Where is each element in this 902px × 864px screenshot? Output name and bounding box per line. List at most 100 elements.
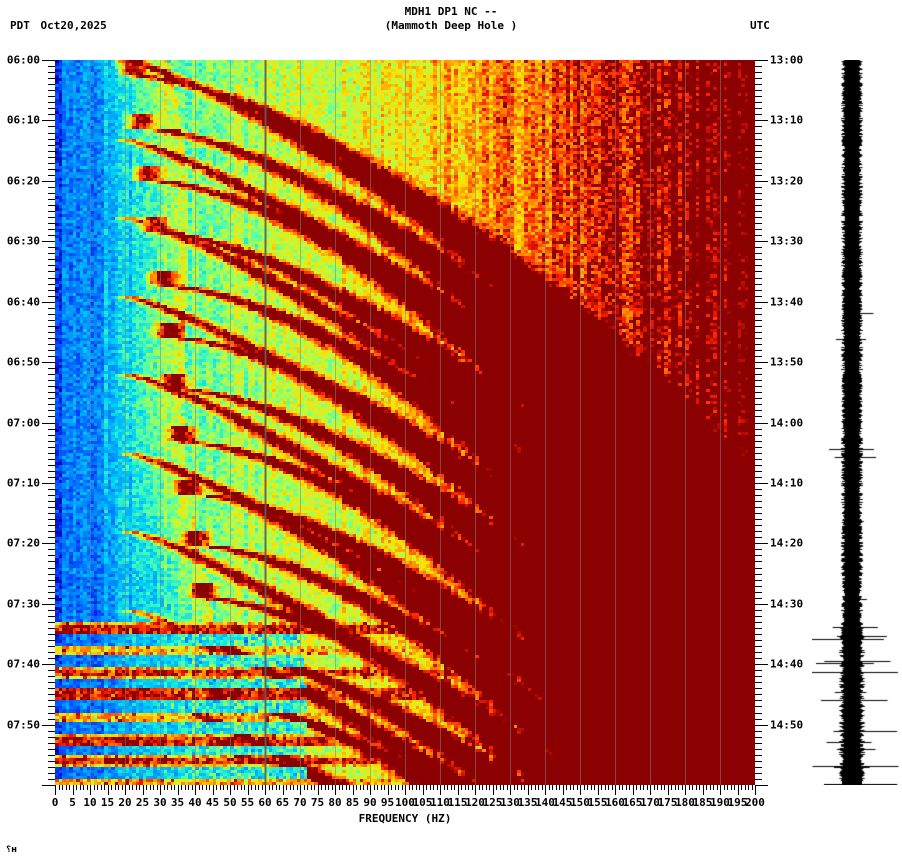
axis-tick bbox=[755, 640, 762, 641]
axis-tick bbox=[42, 362, 55, 364]
axis-tick bbox=[496, 785, 497, 790]
axis-tick bbox=[755, 325, 762, 327]
axis-tick bbox=[170, 785, 172, 790]
axis-tick bbox=[247, 785, 249, 795]
axis-tick bbox=[482, 785, 483, 790]
axis-tick bbox=[660, 785, 662, 790]
axis-tick bbox=[475, 785, 476, 795]
corner-glyph: ⸮ʜ bbox=[6, 845, 17, 855]
axis-tick bbox=[569, 785, 571, 790]
axis-tick bbox=[748, 785, 749, 790]
axis-tick bbox=[125, 785, 126, 795]
axis-tick bbox=[384, 785, 385, 790]
axis-tick bbox=[42, 120, 55, 122]
axis-tick bbox=[205, 785, 207, 790]
axis-tick bbox=[48, 428, 55, 430]
axis-tick bbox=[48, 597, 55, 599]
axis-tick-label: 40 bbox=[188, 796, 202, 809]
axis-tick bbox=[755, 694, 762, 696]
axis-tick-label: 155 bbox=[587, 796, 608, 809]
axis-tick bbox=[755, 362, 768, 364]
axis-tick bbox=[587, 785, 588, 790]
axis-tick bbox=[755, 162, 762, 164]
axis-tick bbox=[335, 785, 336, 795]
axis-tick-label: 100 bbox=[395, 796, 415, 809]
axis-tick bbox=[48, 66, 55, 68]
axis-tick-label: 35 bbox=[170, 796, 185, 809]
axis-tick bbox=[755, 488, 762, 490]
axis-tick bbox=[48, 398, 55, 400]
axis-tick bbox=[653, 785, 655, 790]
axis-tick bbox=[755, 60, 768, 61]
axis-tick bbox=[513, 785, 515, 790]
axis-tick bbox=[517, 785, 518, 790]
axis-tick bbox=[615, 785, 616, 795]
axis-tick bbox=[699, 785, 700, 790]
axis-tick bbox=[755, 271, 762, 273]
axis-tick bbox=[405, 785, 406, 795]
axis-tick bbox=[132, 785, 133, 790]
header-left: PDT Oct20,2025 bbox=[10, 19, 111, 32]
axis-tick bbox=[755, 350, 762, 351]
axis-tick bbox=[48, 591, 55, 593]
axis-tick bbox=[48, 440, 55, 442]
axis-tick bbox=[566, 785, 567, 790]
axis-tick bbox=[755, 778, 762, 780]
axis-tick bbox=[359, 785, 361, 790]
axis-tick bbox=[48, 537, 55, 539]
axis-tick bbox=[559, 785, 560, 790]
axis-tick bbox=[48, 670, 55, 672]
station-name-line: (Mammoth Deep Hole ) bbox=[384, 19, 518, 32]
axis-tick bbox=[48, 72, 55, 74]
axis-tick bbox=[338, 785, 340, 790]
axis-tick bbox=[755, 337, 762, 339]
axis-tick bbox=[713, 785, 714, 790]
axis-tick bbox=[755, 658, 762, 660]
axis-tick bbox=[755, 531, 762, 533]
axis-tick bbox=[681, 785, 683, 790]
axis-tick bbox=[321, 785, 322, 790]
axis-tick bbox=[755, 72, 762, 74]
axis-tick bbox=[377, 785, 378, 790]
axis-tick bbox=[755, 682, 762, 684]
axis-tick bbox=[755, 277, 762, 279]
time-axis-utc: 13:00 13:10 13:20 13:30 13:40 13:50 14:00 14:10… bbox=[755, 54, 845, 786]
axis-tick bbox=[478, 785, 480, 790]
axis-tick bbox=[531, 785, 532, 790]
axis-tick bbox=[398, 785, 399, 790]
axis-tick bbox=[296, 785, 298, 790]
axis-tick bbox=[142, 785, 144, 795]
axis-tick bbox=[664, 785, 665, 790]
axis-tick bbox=[373, 785, 375, 790]
axis-tick bbox=[755, 482, 768, 484]
axis-tick bbox=[755, 543, 768, 545]
axis-tick bbox=[755, 331, 762, 333]
axis-tick bbox=[706, 785, 707, 790]
axis-tick bbox=[643, 785, 644, 790]
axis-tick-label: 15 bbox=[100, 796, 115, 809]
axis-tick bbox=[324, 785, 326, 790]
axis-tick bbox=[695, 785, 697, 790]
axis-tick bbox=[314, 785, 315, 790]
spectrogram-plot[interactable] bbox=[55, 60, 755, 785]
axis-tick-label: 125 bbox=[482, 796, 503, 809]
axis-tick bbox=[48, 730, 55, 732]
axis-tick bbox=[174, 785, 175, 790]
axis-tick bbox=[55, 785, 56, 795]
axis-tick bbox=[48, 579, 55, 581]
axis-tick bbox=[261, 785, 263, 790]
axis-tick bbox=[83, 785, 84, 790]
axis-tick bbox=[755, 422, 768, 424]
axis-tick bbox=[48, 555, 55, 557]
axis-tick bbox=[48, 283, 55, 285]
axis-tick bbox=[48, 682, 55, 684]
axis-tick bbox=[48, 162, 55, 164]
axis-tick bbox=[223, 785, 224, 790]
axis-tick bbox=[118, 785, 119, 790]
axis-tick bbox=[48, 374, 55, 376]
axis-tick-label: 50 bbox=[223, 796, 237, 809]
axis-tick bbox=[755, 289, 762, 291]
axis-tick bbox=[468, 785, 469, 790]
axis-tick bbox=[755, 597, 762, 599]
axis-tick bbox=[755, 235, 762, 237]
